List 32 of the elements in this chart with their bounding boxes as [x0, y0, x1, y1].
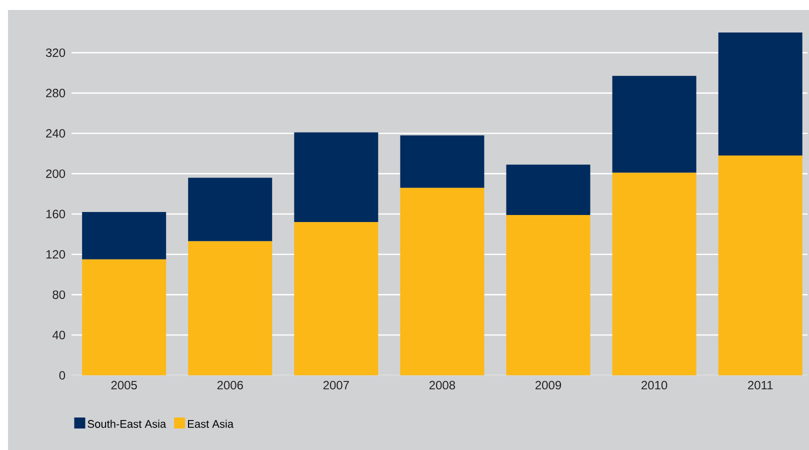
bar [188, 241, 272, 376]
bar [718, 32, 802, 156]
bar [506, 164, 590, 216]
x-tick-label: 2005 [111, 380, 137, 390]
y-tick-label: 240 [46, 129, 66, 138]
bar [294, 132, 378, 222]
bar [718, 156, 802, 376]
legend-label: South-East Asia [88, 420, 166, 428]
bar [294, 222, 378, 376]
y-tick-label: 320 [46, 48, 66, 57]
x-tick-label: 2007 [323, 380, 349, 390]
bar [82, 212, 166, 260]
y-tick-label: 280 [46, 88, 66, 98]
y-tick-label: 200 [46, 169, 66, 178]
bar [400, 135, 484, 188]
y-tick-label: 40 [52, 330, 66, 340]
y-tick-label: 120 [46, 250, 66, 259]
bar [506, 215, 590, 376]
bar [400, 188, 484, 376]
bar [188, 178, 272, 242]
bar [82, 259, 166, 376]
bar [612, 172, 696, 376]
x-tick-label: 2006 [217, 380, 243, 390]
y-tick-label: 0 [59, 371, 66, 380]
x-tick-label: 2010 [642, 380, 668, 390]
x-tick-label: 2008 [429, 380, 456, 390]
x-tick-label: 2009 [536, 380, 562, 390]
x-tick-label: 2011 [748, 380, 773, 390]
legend-label: East Asia [188, 420, 234, 428]
y-tick-label: 160 [46, 210, 66, 218]
y-tick-label: 80 [52, 290, 66, 299]
bar [612, 76, 696, 173]
